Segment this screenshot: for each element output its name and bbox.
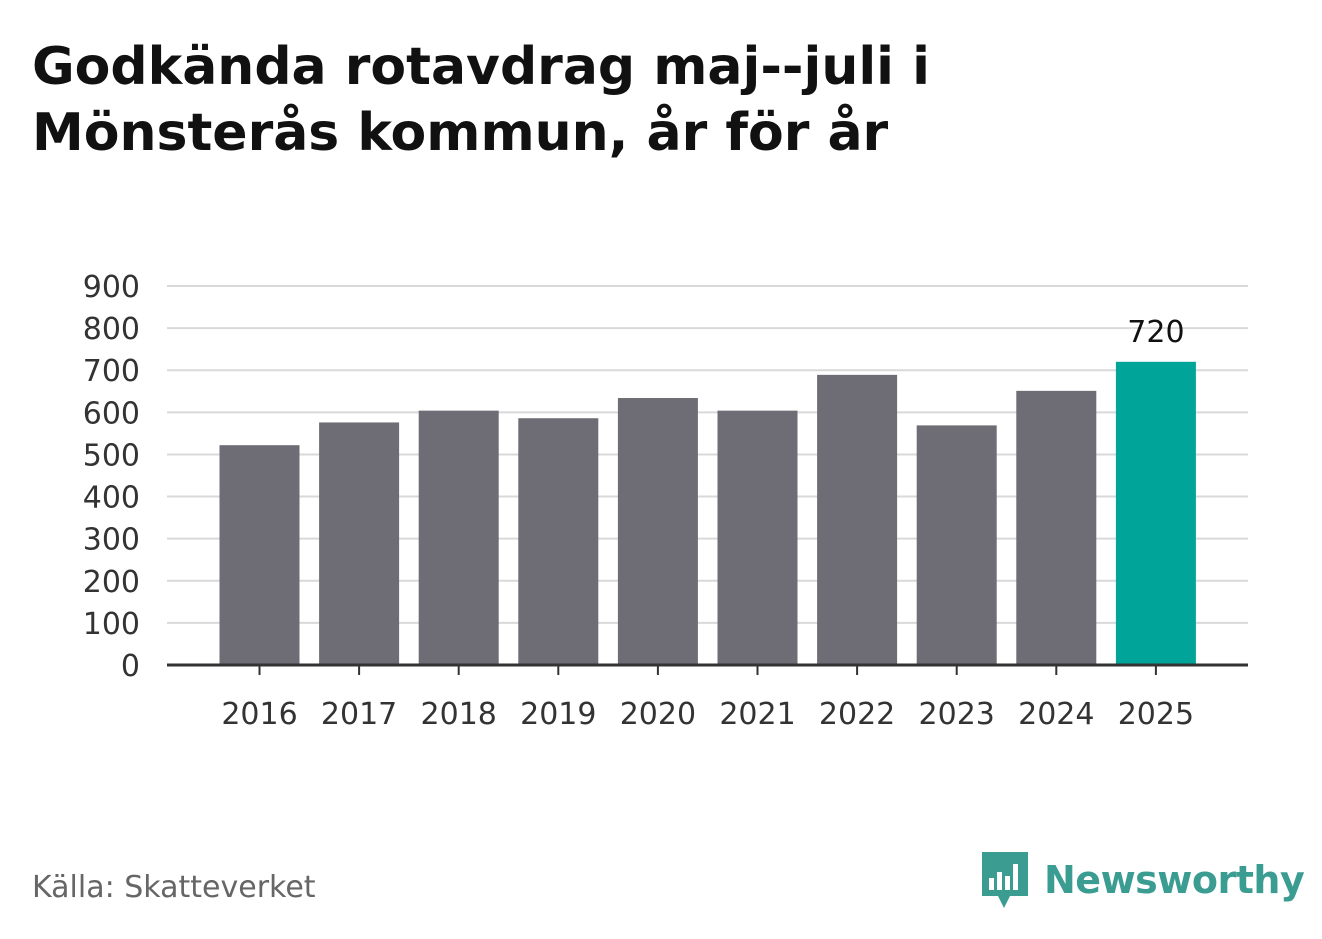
y-tick-label: 800 [83,312,140,347]
x-tick-label: 2016 [221,697,297,732]
y-tick-label: 900 [83,270,140,305]
brand-name: Newsworthy [1044,858,1305,902]
data-label: 720 [1127,315,1184,350]
y-tick-label: 600 [83,396,140,431]
y-tick-label: 400 [83,481,140,516]
chart-title: Godkända rotavdrag maj--juli i Mönsterås… [32,37,930,163]
bar-2020 [617,398,698,665]
bar-2016 [219,445,300,665]
x-tick-label: 2017 [321,697,397,732]
y-tick-label: 700 [83,354,140,389]
bar-2017 [319,422,400,665]
x-tick-label: 2020 [620,697,696,732]
bar-2022 [817,374,898,665]
y-tick-label: 500 [83,438,140,473]
x-tick-label: 2023 [919,697,995,732]
y-tick-label: 200 [83,565,140,600]
newsworthy-logo-icon [982,852,1028,908]
bar-2024 [1016,390,1097,665]
x-axis-tick-labels: 2016 2017 2018 2019 2020 2021 2022 2023 2024 2025 [221,665,1194,732]
bar-2023 [916,425,997,665]
bar-2025 [1115,361,1196,665]
y-tick-label: 0 [121,649,140,684]
bar-2019 [518,418,599,665]
data-labels: 720 [1127,315,1184,350]
y-axis-tick-labels: 0 100 200 300 400 500 600 700 800 900 [83,270,140,684]
y-tick-label: 300 [83,523,140,558]
x-tick-label: 2018 [421,697,497,732]
x-tick-label: 2025 [1118,697,1194,732]
x-tick-label: 2022 [819,697,895,732]
x-tick-label: 2024 [1018,697,1094,732]
bars [219,361,1196,665]
y-tick-label: 100 [83,607,140,642]
x-tick-label: 2019 [520,697,596,732]
bar-2021 [717,410,798,665]
brand-logo: Newsworthy [980,848,1305,912]
source-note: Källa: Skatteverket [32,870,316,905]
bar-2018 [418,410,499,665]
x-tick-label: 2021 [719,697,795,732]
